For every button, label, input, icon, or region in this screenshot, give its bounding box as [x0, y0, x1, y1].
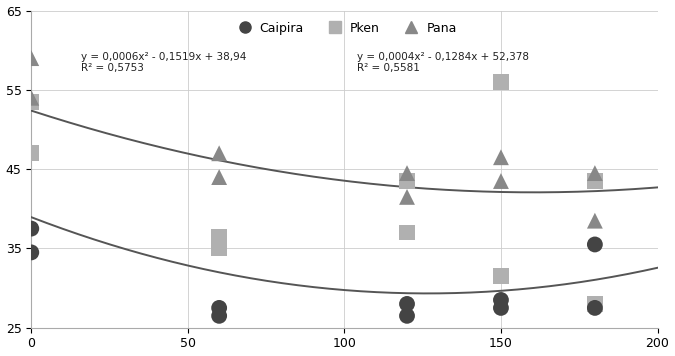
Point — [402, 230, 412, 235]
Legend: Caipira, Pken, Pana: Caipira, Pken, Pana — [227, 17, 462, 40]
Point — [214, 305, 225, 311]
Point — [495, 79, 506, 85]
Point — [495, 178, 506, 184]
Point — [214, 246, 225, 251]
Point — [26, 250, 36, 255]
Point — [589, 218, 600, 224]
Point — [589, 242, 600, 247]
Point — [26, 99, 36, 105]
Point — [589, 178, 600, 184]
Point — [589, 170, 600, 176]
Point — [402, 313, 412, 319]
Point — [26, 95, 36, 101]
Text: y = 0,0004x² - 0,1284x + 52,378
R² = 0,5581: y = 0,0004x² - 0,1284x + 52,378 R² = 0,5… — [357, 52, 529, 73]
Point — [26, 151, 36, 156]
Point — [214, 313, 225, 319]
Point — [495, 273, 506, 279]
Point — [495, 305, 506, 311]
Point — [589, 301, 600, 307]
Point — [26, 226, 36, 231]
Point — [214, 151, 225, 156]
Point — [589, 305, 600, 311]
Point — [402, 194, 412, 200]
Point — [402, 178, 412, 184]
Point — [402, 170, 412, 176]
Point — [26, 55, 36, 61]
Point — [214, 234, 225, 239]
Point — [495, 155, 506, 160]
Point — [402, 301, 412, 307]
Point — [214, 174, 225, 180]
Text: y = 0,0006x² - 0,1519x + 38,94
R² = 0,5753: y = 0,0006x² - 0,1519x + 38,94 R² = 0,57… — [82, 52, 247, 73]
Point — [495, 297, 506, 303]
